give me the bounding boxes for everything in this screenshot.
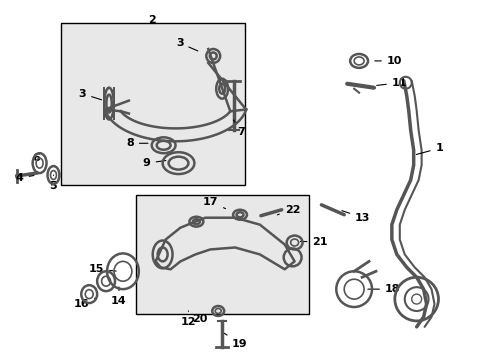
Bar (136, 195, 309, 314)
Text: 17: 17 (203, 197, 225, 209)
Text: 21: 21 (300, 237, 327, 247)
Text: 7: 7 (233, 120, 244, 138)
Text: 9: 9 (142, 158, 165, 168)
Text: 14: 14 (111, 287, 126, 306)
Text: 20: 20 (191, 313, 212, 324)
Text: 11: 11 (376, 78, 407, 88)
Text: 18: 18 (367, 284, 400, 294)
Text: 16: 16 (73, 298, 94, 309)
Text: 4: 4 (16, 173, 34, 183)
Text: 15: 15 (88, 264, 116, 274)
Text: 3: 3 (79, 89, 101, 100)
Text: 6: 6 (33, 153, 45, 168)
Text: 3: 3 (176, 38, 197, 51)
Text: 2: 2 (147, 15, 155, 25)
Text: 13: 13 (341, 211, 370, 223)
Text: 19: 19 (224, 333, 247, 349)
Text: 8: 8 (126, 138, 148, 148)
Text: 1: 1 (415, 143, 442, 154)
Text: 5: 5 (50, 175, 57, 191)
Bar (61, 23, 244, 185)
Text: 22: 22 (277, 205, 300, 215)
Text: 10: 10 (374, 56, 402, 66)
Text: 12: 12 (181, 311, 196, 327)
